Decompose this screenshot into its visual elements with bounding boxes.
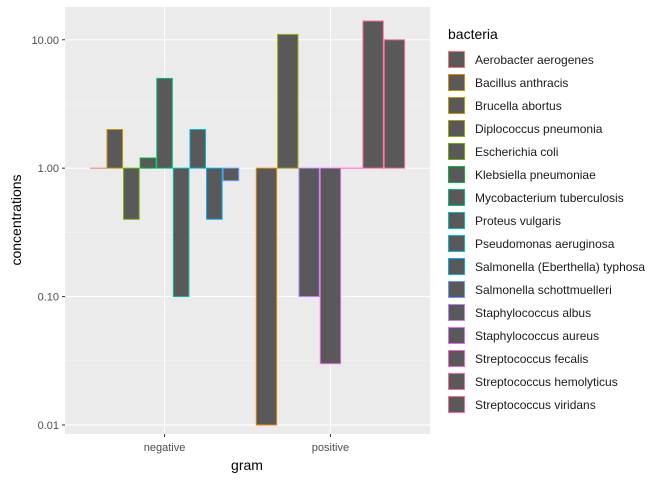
bar xyxy=(362,20,384,169)
legend-key xyxy=(448,396,465,413)
legend-label: Streptococcus fecalis xyxy=(475,351,589,366)
legend-label: Aerobacter aerogenes xyxy=(475,52,594,67)
legend-item: Bacillus anthracis xyxy=(448,71,668,94)
bar xyxy=(222,167,240,182)
legend-label: Staphylococcus albus xyxy=(475,305,592,320)
legend-key xyxy=(448,74,465,91)
legend-items: Aerobacter aerogenes Bacillus anthracis Br… xyxy=(448,48,668,416)
legend-key xyxy=(448,212,465,229)
bar xyxy=(139,157,157,169)
legend-key xyxy=(448,166,465,183)
legend-key xyxy=(448,143,465,160)
legend-key xyxy=(448,304,465,321)
legend-key xyxy=(448,235,465,252)
legend-label: Staphylococcus aureus xyxy=(475,328,600,343)
legend-item: Staphylococcus albus xyxy=(448,301,668,324)
legend-item: Proteus vulgaris xyxy=(448,209,668,232)
legend-key xyxy=(448,97,465,114)
legend-key xyxy=(448,281,465,298)
legend-item: Staphylococcus aureus xyxy=(448,324,668,347)
legend-item: Brucella abortus xyxy=(448,94,668,117)
legend-label: Mycobacterium tuberculosis xyxy=(475,190,624,205)
legend-label: Pseudomonas aeruginosa xyxy=(475,236,615,251)
x-axis-title: gram xyxy=(231,457,263,473)
legend: bacteria Aerobacter aerogenes Bacillus an… xyxy=(448,26,668,416)
legend-key xyxy=(448,51,465,68)
legend-item: Aerobacter aerogenes xyxy=(448,48,668,71)
x-tick-label: negative xyxy=(144,442,186,454)
bar xyxy=(123,167,140,220)
bar xyxy=(319,167,342,365)
legend-key xyxy=(448,189,465,206)
legend-label: Diplococcus pneumonia xyxy=(475,121,603,136)
legend-item: Escherichia coli xyxy=(448,140,668,163)
bar xyxy=(383,39,406,169)
legend-key xyxy=(448,327,465,344)
bar xyxy=(255,167,278,426)
legend-item: Diplococcus pneumonia xyxy=(448,117,668,140)
legend-title: bacteria xyxy=(448,26,498,42)
legend-label: Streptococcus hemolyticus xyxy=(475,374,618,389)
legend-label: Brucella abortus xyxy=(475,98,562,113)
legend-label: Bacillus anthracis xyxy=(475,75,569,90)
legend-item: Streptococcus hemolyticus xyxy=(448,370,668,393)
y-tick-label: 10.00 xyxy=(31,35,59,47)
bar xyxy=(172,167,190,298)
legend-label: Salmonella (Eberthella) typhosa xyxy=(475,259,646,274)
legend-item: Mycobacterium tuberculosis xyxy=(448,186,668,209)
legend-item: Streptococcus fecalis xyxy=(448,347,668,370)
legend-item: Salmonella (Eberthella) typhosa xyxy=(448,255,668,278)
legend-key xyxy=(448,350,465,367)
x-tick-label: positive xyxy=(312,442,349,454)
legend-item: Klebsiella pneumoniae xyxy=(448,163,668,186)
bar xyxy=(106,129,124,169)
legend-item: Streptococcus viridans xyxy=(448,393,668,416)
bars xyxy=(89,20,406,426)
bar xyxy=(189,129,207,169)
y-tick-label: 1.00 xyxy=(38,163,59,175)
legend-label: Escherichia coli xyxy=(475,144,559,159)
legend-item: Salmonella schottmuelleri xyxy=(448,278,668,301)
bar xyxy=(206,167,223,220)
legend-label: Klebsiella pneumoniae xyxy=(475,167,596,182)
y-tick-label: 0.10 xyxy=(38,292,59,304)
y-axis: 0.01 0.10 1.00 10.00 xyxy=(31,35,65,432)
x-axis: negative positive xyxy=(144,434,349,454)
legend-key xyxy=(448,258,465,275)
bar xyxy=(277,33,299,169)
legend-label: Streptococcus viridans xyxy=(475,397,596,412)
y-tick-label: 0.01 xyxy=(38,420,59,432)
bar xyxy=(298,167,320,298)
legend-key xyxy=(448,120,465,137)
y-axis-title: concentrations xyxy=(8,174,24,265)
legend-label: Proteus vulgaris xyxy=(475,213,562,228)
legend-item: Pseudomonas aeruginosa xyxy=(448,232,668,255)
bar xyxy=(156,77,173,169)
legend-label: Salmonella schottmuelleri xyxy=(475,282,612,297)
legend-key xyxy=(448,373,465,390)
